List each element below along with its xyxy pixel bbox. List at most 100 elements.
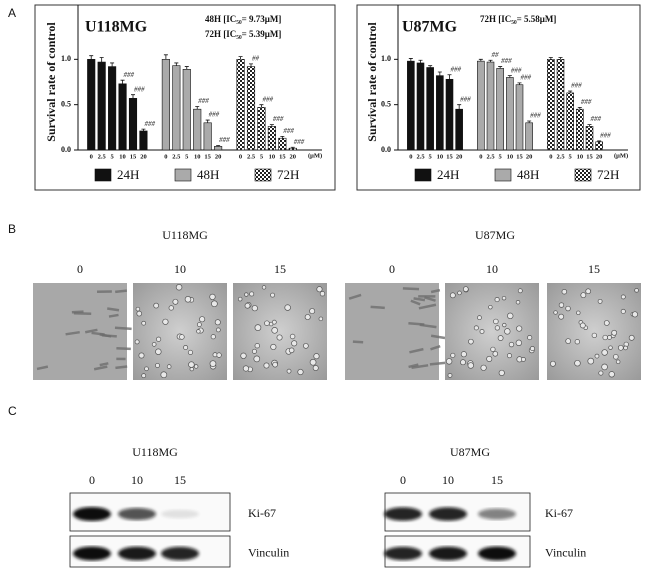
x-tick-label: 5 xyxy=(185,153,189,160)
error-bar xyxy=(457,104,462,110)
cell xyxy=(492,351,499,357)
x-tick-label: 20 xyxy=(526,153,533,160)
significance-label: ### xyxy=(501,57,512,65)
x-tick-label: 15 xyxy=(279,153,286,160)
cell xyxy=(309,358,317,366)
cell xyxy=(598,370,604,376)
dose-label: 15 xyxy=(491,473,503,487)
bar xyxy=(576,108,584,151)
blot-band xyxy=(118,507,156,521)
x-tick-label: 5 xyxy=(260,153,264,160)
error-bar xyxy=(428,65,433,68)
cell xyxy=(502,322,507,328)
cell xyxy=(179,334,185,340)
significance-label: ### xyxy=(262,95,273,103)
error-bar xyxy=(527,120,532,123)
legend-label: 72H xyxy=(597,167,619,182)
cell xyxy=(591,332,598,339)
legend-label: 48H xyxy=(197,167,219,182)
cell xyxy=(565,305,571,312)
bar xyxy=(128,98,138,151)
blot-band xyxy=(161,509,199,519)
error-bar xyxy=(205,119,210,123)
dose-label: 0 xyxy=(77,262,83,276)
cell xyxy=(284,304,291,311)
annotation: 72H [IC₅₀= 5.39μM] xyxy=(205,29,281,39)
cell xyxy=(477,315,482,321)
dose-label: 0 xyxy=(89,473,95,487)
x-tick-label: 15 xyxy=(446,153,453,160)
blot-band xyxy=(429,546,467,561)
cell xyxy=(620,308,626,314)
cell xyxy=(138,352,145,359)
cell xyxy=(574,359,581,367)
cell xyxy=(634,288,639,293)
blot-band xyxy=(73,546,111,561)
x-tick-label: 2.5 xyxy=(98,153,107,160)
chart-frame xyxy=(356,4,641,191)
cell xyxy=(211,300,218,308)
cell xyxy=(515,339,522,346)
cell xyxy=(135,306,141,312)
bar xyxy=(445,78,454,151)
cell xyxy=(312,365,319,371)
cell xyxy=(594,353,600,359)
cell xyxy=(237,296,243,302)
micrograph xyxy=(33,283,132,380)
error-bar xyxy=(131,94,135,99)
cell xyxy=(419,323,437,329)
cell xyxy=(617,344,624,351)
cell xyxy=(196,322,202,328)
cell xyxy=(141,320,147,326)
cell xyxy=(550,360,556,367)
cell xyxy=(628,334,635,341)
error-bar xyxy=(290,146,295,149)
cell xyxy=(402,287,420,291)
cell xyxy=(313,353,320,360)
error-bar xyxy=(238,56,243,60)
x-tick-label: 0 xyxy=(239,153,242,160)
micrograph-bg xyxy=(547,283,641,380)
cell xyxy=(601,363,608,371)
error-bar xyxy=(498,66,503,69)
significance-label: ### xyxy=(144,120,155,128)
bar xyxy=(486,61,495,151)
cell xyxy=(107,307,120,312)
cell xyxy=(348,293,362,300)
bar xyxy=(426,67,434,151)
x-tick-label: 0 xyxy=(164,153,167,160)
cell xyxy=(418,303,437,310)
blot-band xyxy=(384,507,422,521)
error-bar xyxy=(577,106,582,110)
cell xyxy=(244,302,251,309)
bar xyxy=(455,108,463,151)
cell xyxy=(587,357,595,365)
cell xyxy=(153,302,159,309)
cell-line-label: U118MG xyxy=(132,445,178,459)
micrograph-bg xyxy=(33,283,127,380)
bar xyxy=(267,126,276,151)
x-tick-label: 10 xyxy=(577,153,584,160)
cell xyxy=(507,312,514,320)
cell xyxy=(576,310,581,316)
cell xyxy=(160,371,168,379)
legend-swatch xyxy=(254,168,272,182)
cell xyxy=(370,305,385,310)
cell xyxy=(183,344,189,350)
x-tick-label: 20 xyxy=(456,153,463,160)
cell xyxy=(516,325,523,332)
cell xyxy=(558,313,565,320)
error-bar xyxy=(216,145,221,147)
x-tick-label: 2.5 xyxy=(172,153,181,160)
chart-title: U118MG xyxy=(85,19,148,36)
cell xyxy=(527,335,533,341)
protein-label: Vinculin xyxy=(248,545,289,559)
significance-label: ### xyxy=(294,138,305,146)
bar xyxy=(161,59,170,151)
y-axis-label: Survival rate of control xyxy=(44,22,58,142)
bar xyxy=(172,65,181,151)
annotation: 72H [IC₅₀= 5.58μM] xyxy=(480,14,556,24)
bar xyxy=(257,107,266,151)
significance-label: ### xyxy=(134,85,145,93)
error-bar xyxy=(437,71,442,76)
